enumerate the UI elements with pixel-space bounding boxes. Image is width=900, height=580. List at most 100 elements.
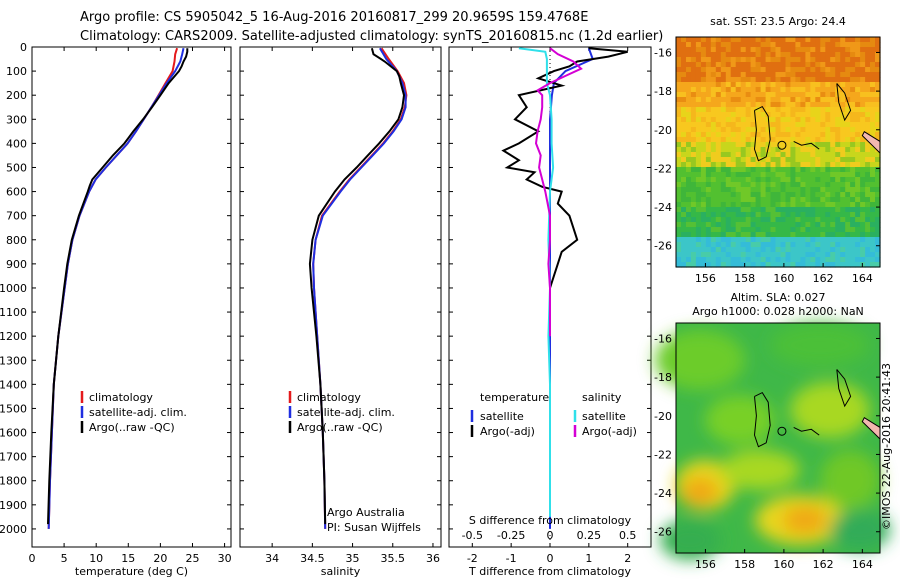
field-cell <box>815 72 821 78</box>
field-cell <box>860 127 866 133</box>
field-cell <box>745 172 752 178</box>
field-cell <box>720 247 727 253</box>
field-cell <box>715 177 722 183</box>
x-tick-label: 35.5 <box>381 552 406 565</box>
field-cell <box>750 62 757 68</box>
field-cell <box>755 117 762 123</box>
field-cell <box>830 232 836 238</box>
field-cell <box>676 87 682 93</box>
field-cell <box>825 212 831 218</box>
field-cell <box>705 62 712 68</box>
field-cell <box>850 107 856 113</box>
field-cell <box>805 167 811 173</box>
field-cell <box>681 82 687 88</box>
field-cell <box>865 217 871 223</box>
field-cell <box>870 177 876 183</box>
field-cell <box>795 252 801 258</box>
field-cell <box>725 47 732 53</box>
field-cell <box>730 82 737 88</box>
field-cell <box>775 212 782 218</box>
field-cell <box>755 112 762 118</box>
field-cell <box>710 37 717 43</box>
field-cell <box>805 187 811 193</box>
field-cell <box>735 77 742 83</box>
field-cell <box>780 62 787 68</box>
field-cell <box>820 197 826 203</box>
field-cell <box>735 37 742 43</box>
field-cell <box>855 77 861 83</box>
field-cell <box>770 97 777 103</box>
field-cell <box>750 37 757 43</box>
field-cell <box>875 122 881 128</box>
field-cell <box>755 122 762 128</box>
field-cell <box>760 102 767 108</box>
field-cell <box>750 107 757 113</box>
field-cell <box>785 202 792 208</box>
field-cell <box>695 42 702 48</box>
field-cell <box>755 227 762 233</box>
field-cell <box>715 197 722 203</box>
field-cell <box>780 202 787 208</box>
field-cell <box>705 222 712 228</box>
field-cell <box>840 137 846 143</box>
field-cell <box>775 127 782 133</box>
field-cell <box>740 167 747 173</box>
field-cell <box>780 77 787 83</box>
field-cell <box>700 262 707 268</box>
field-cell <box>740 42 747 48</box>
field-cell <box>795 62 801 68</box>
field-cell <box>855 107 861 113</box>
field-cell <box>700 142 707 148</box>
field-cell <box>870 37 876 43</box>
field-cell <box>790 132 796 138</box>
field-cell <box>855 142 861 148</box>
field-cell <box>705 197 712 203</box>
field-cell <box>745 132 752 138</box>
field-cell <box>695 177 702 183</box>
field-cell <box>820 47 826 53</box>
field-cell <box>710 257 717 263</box>
field-cell <box>805 192 811 198</box>
field-cell <box>840 187 846 193</box>
field-cell <box>805 182 811 188</box>
field-cell <box>845 197 851 203</box>
field-cell <box>750 142 757 148</box>
field-cell <box>865 77 871 83</box>
header-line-1: Argo profile: CS 5905042_5 16-Aug-2016 2… <box>80 10 589 25</box>
field-cell <box>805 112 811 118</box>
field-cell <box>805 137 811 143</box>
field-cell <box>710 167 717 173</box>
field-cell <box>705 77 712 83</box>
field-cell <box>705 147 712 153</box>
field-cell <box>805 37 811 43</box>
field-cell <box>695 132 702 138</box>
field-cell <box>830 242 836 248</box>
field-cell <box>735 197 742 203</box>
field-cell <box>855 212 861 218</box>
field-cell <box>835 212 841 218</box>
field-cell <box>800 137 806 143</box>
field-cell <box>780 182 787 188</box>
field-cell <box>855 152 861 158</box>
field-cell <box>800 127 806 133</box>
field-cell <box>790 142 796 148</box>
field-cell <box>725 212 732 218</box>
field-cell <box>755 77 762 83</box>
field-cell <box>686 92 692 98</box>
reef-contour <box>793 140 820 150</box>
field-cell <box>820 87 826 93</box>
field-cell <box>710 147 717 153</box>
field-cell <box>765 77 772 83</box>
field-cell <box>705 42 712 48</box>
field-cell <box>870 262 876 268</box>
x-tick-label: 35 <box>346 552 360 565</box>
field-cell <box>740 147 747 153</box>
coastlines <box>753 369 881 448</box>
field-cell <box>835 157 841 163</box>
field-cell <box>865 182 871 188</box>
field-cell <box>750 177 757 183</box>
field-cell <box>750 52 757 58</box>
field-cell <box>815 202 821 208</box>
field-cell <box>860 47 866 53</box>
field-cell <box>870 227 876 233</box>
